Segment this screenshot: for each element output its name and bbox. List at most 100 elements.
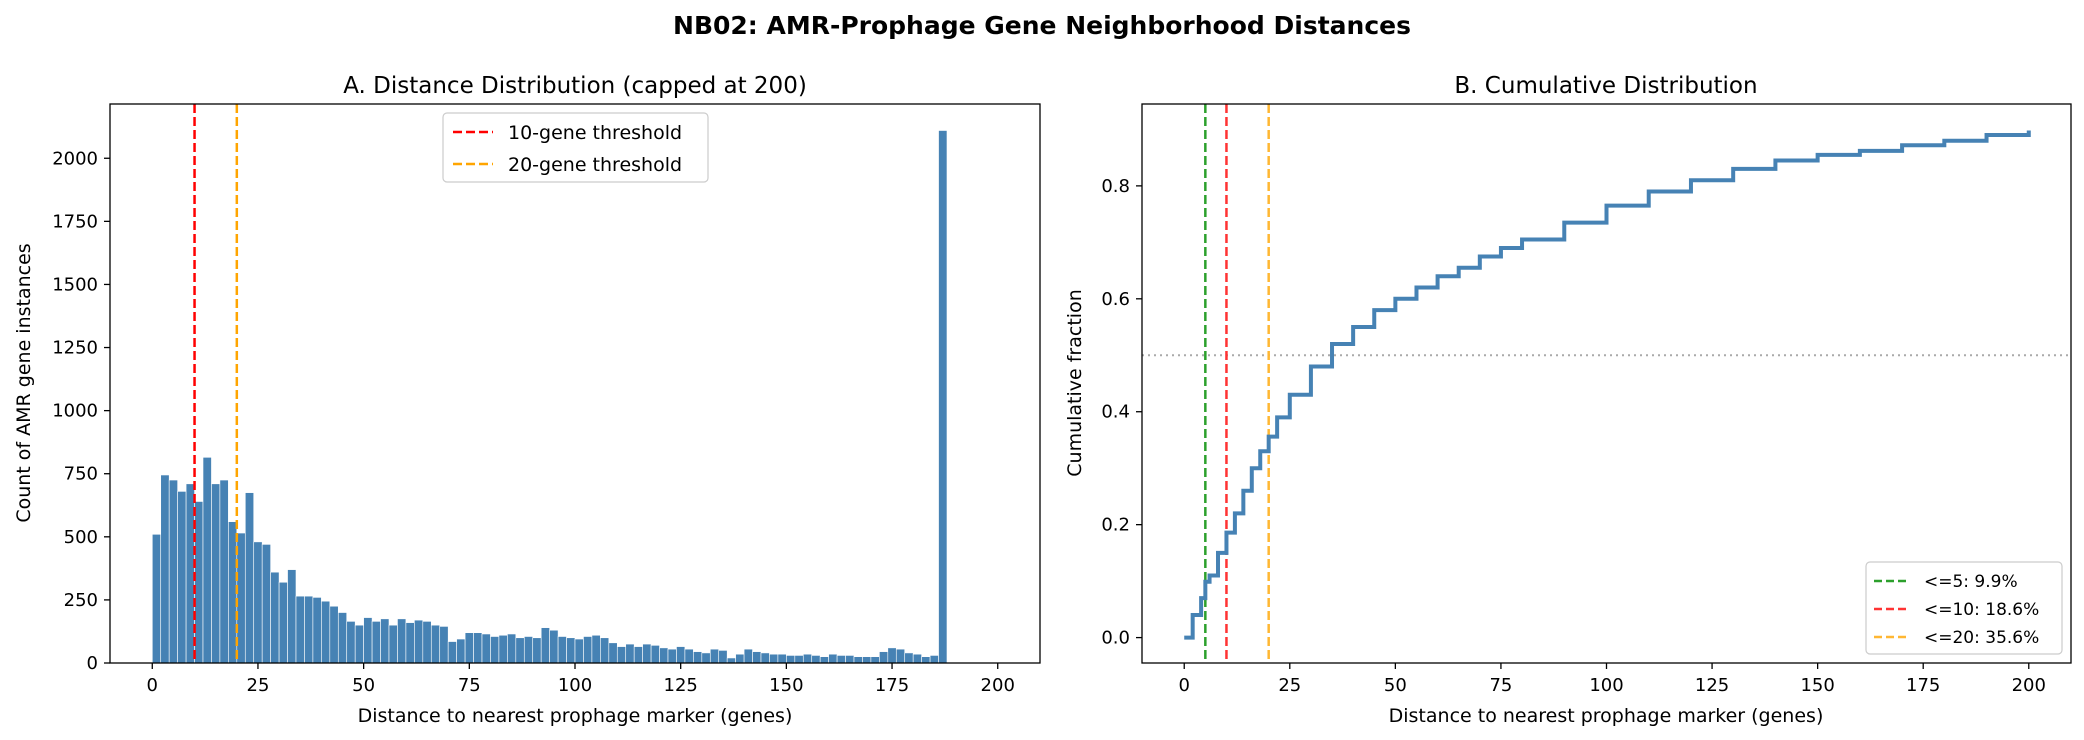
histogram-bar [549,629,559,664]
panel-a-bars [151,130,948,664]
histogram-bar [870,656,880,664]
y-tick-label: 1250 [52,338,98,359]
histogram-bar [168,479,178,664]
y-tick-label: 500 [64,527,98,548]
x-tick-label: 0 [147,675,158,696]
histogram-bar [405,622,415,664]
histogram-bar [752,651,762,664]
histogram-bar [574,638,584,664]
histogram-bar [151,533,162,664]
histogram-bar [228,521,238,664]
histogram-bar [608,642,618,664]
histogram-bar [202,457,212,664]
x-tick-label: 100 [558,675,592,696]
histogram-bar [743,648,753,664]
panel-b-title: B. Cumulative Distribution [1454,73,1757,99]
histogram-bar [862,656,872,664]
histogram-bar [244,492,255,664]
histogram-bar [295,595,305,664]
panel-b-xlabel: Distance to nearest prophage marker (gen… [1389,705,1824,727]
x-tick-label: 125 [664,675,698,696]
histogram-bar [684,648,694,664]
y-tick-label: 1500 [52,274,98,295]
histogram-bar [938,130,948,664]
histogram-bar [422,621,432,664]
histogram-bar [321,600,331,664]
y-tick-label: 750 [64,464,98,485]
panel-a-legend: 10-gene threshold 20-gene threshold [442,112,709,183]
histogram-bar [287,569,297,664]
x-tick-label: 200 [981,675,1015,696]
histogram-bar [811,655,821,664]
figure-suptitle: NB02: AMR-Prophage Gene Neighborhood Dis… [673,11,1411,40]
y-tick-label: 0.0 [1101,628,1130,649]
histogram-bar [735,653,745,664]
histogram-bar [600,637,610,664]
panel-a-frame [109,103,1041,664]
panel-b-legend-label-5: <=5: 9.9% [1924,572,2018,592]
histogram-bar [642,643,652,664]
panel-a-x-ticks: 0 25 50 75 100 125 150 175 200 [147,663,1015,696]
panel-b-x-ticks: 0 25 50 75 100 125 150 175 200 [1179,663,2046,696]
histogram-bar [921,656,931,664]
x-tick-label: 25 [247,675,270,696]
x-tick-label: 50 [1384,675,1407,696]
histogram-bar [557,636,567,664]
y-tick-label: 1750 [52,211,98,232]
histogram-bar [507,633,517,664]
x-tick-label: 25 [1278,675,1301,696]
panel-b-y-ticks: 0.0 0.2 0.4 0.6 0.8 [1101,176,1142,649]
histogram-bar [354,624,364,664]
panel-a-legend-label-20: 20-gene threshold [508,154,682,176]
histogram-bar [380,618,390,664]
histogram-bar [929,655,939,664]
histogram-bar [676,646,686,664]
histogram-bar [895,648,906,664]
histogram-bar [523,636,534,664]
histogram-bar [633,646,643,664]
panel-a-ylabel: Count of AMR gene instances [13,243,35,522]
histogram-bar [693,651,703,664]
histogram-bar [388,624,398,664]
histogram-bar [912,653,922,664]
y-tick-label: 1000 [52,401,98,422]
histogram-bar [777,653,787,664]
panel-a-y-ticks: 0 250 500 750 1000 1250 1500 1750 2000 [52,148,110,674]
histogram-bar [819,656,829,664]
histogram-bar [879,651,889,664]
x-tick-label: 50 [352,675,375,696]
panel-b-legend-label-20: <=20: 35.6% [1924,628,2039,648]
panel-b-ylabel: Cumulative fraction [1064,289,1086,476]
histogram-bar [650,645,660,664]
histogram-bar [532,637,542,664]
histogram-bar [346,621,356,664]
histogram-bar [836,655,846,664]
histogram-bar [261,544,271,664]
histogram-bar [802,653,813,664]
y-tick-label: 0 [87,653,98,674]
histogram-bar [185,483,195,664]
histogram-bar [194,501,204,664]
histogram-bar [304,595,314,664]
x-tick-label: 125 [1695,675,1729,696]
panel-a-legend-box [442,112,709,183]
x-tick-label: 100 [1589,675,1623,696]
histogram-bar [219,479,229,664]
histogram-bar [887,647,897,664]
histogram-bar [718,650,728,664]
y-tick-label: 250 [64,590,98,611]
histogram-bar [583,636,593,664]
histogram-bar [566,637,576,664]
x-tick-label: 0 [1179,675,1190,696]
histogram-bar [439,626,449,664]
histogram-bar [701,652,711,664]
x-tick-label: 150 [769,675,803,696]
histogram-bar [828,653,838,664]
histogram-bar [160,474,170,664]
histogram-bar [769,653,779,664]
histogram-bar [430,624,441,664]
histogram-bar [726,657,736,664]
histogram-bar [786,655,796,664]
histogram-bar [515,637,525,664]
x-tick-label: 175 [875,675,909,696]
